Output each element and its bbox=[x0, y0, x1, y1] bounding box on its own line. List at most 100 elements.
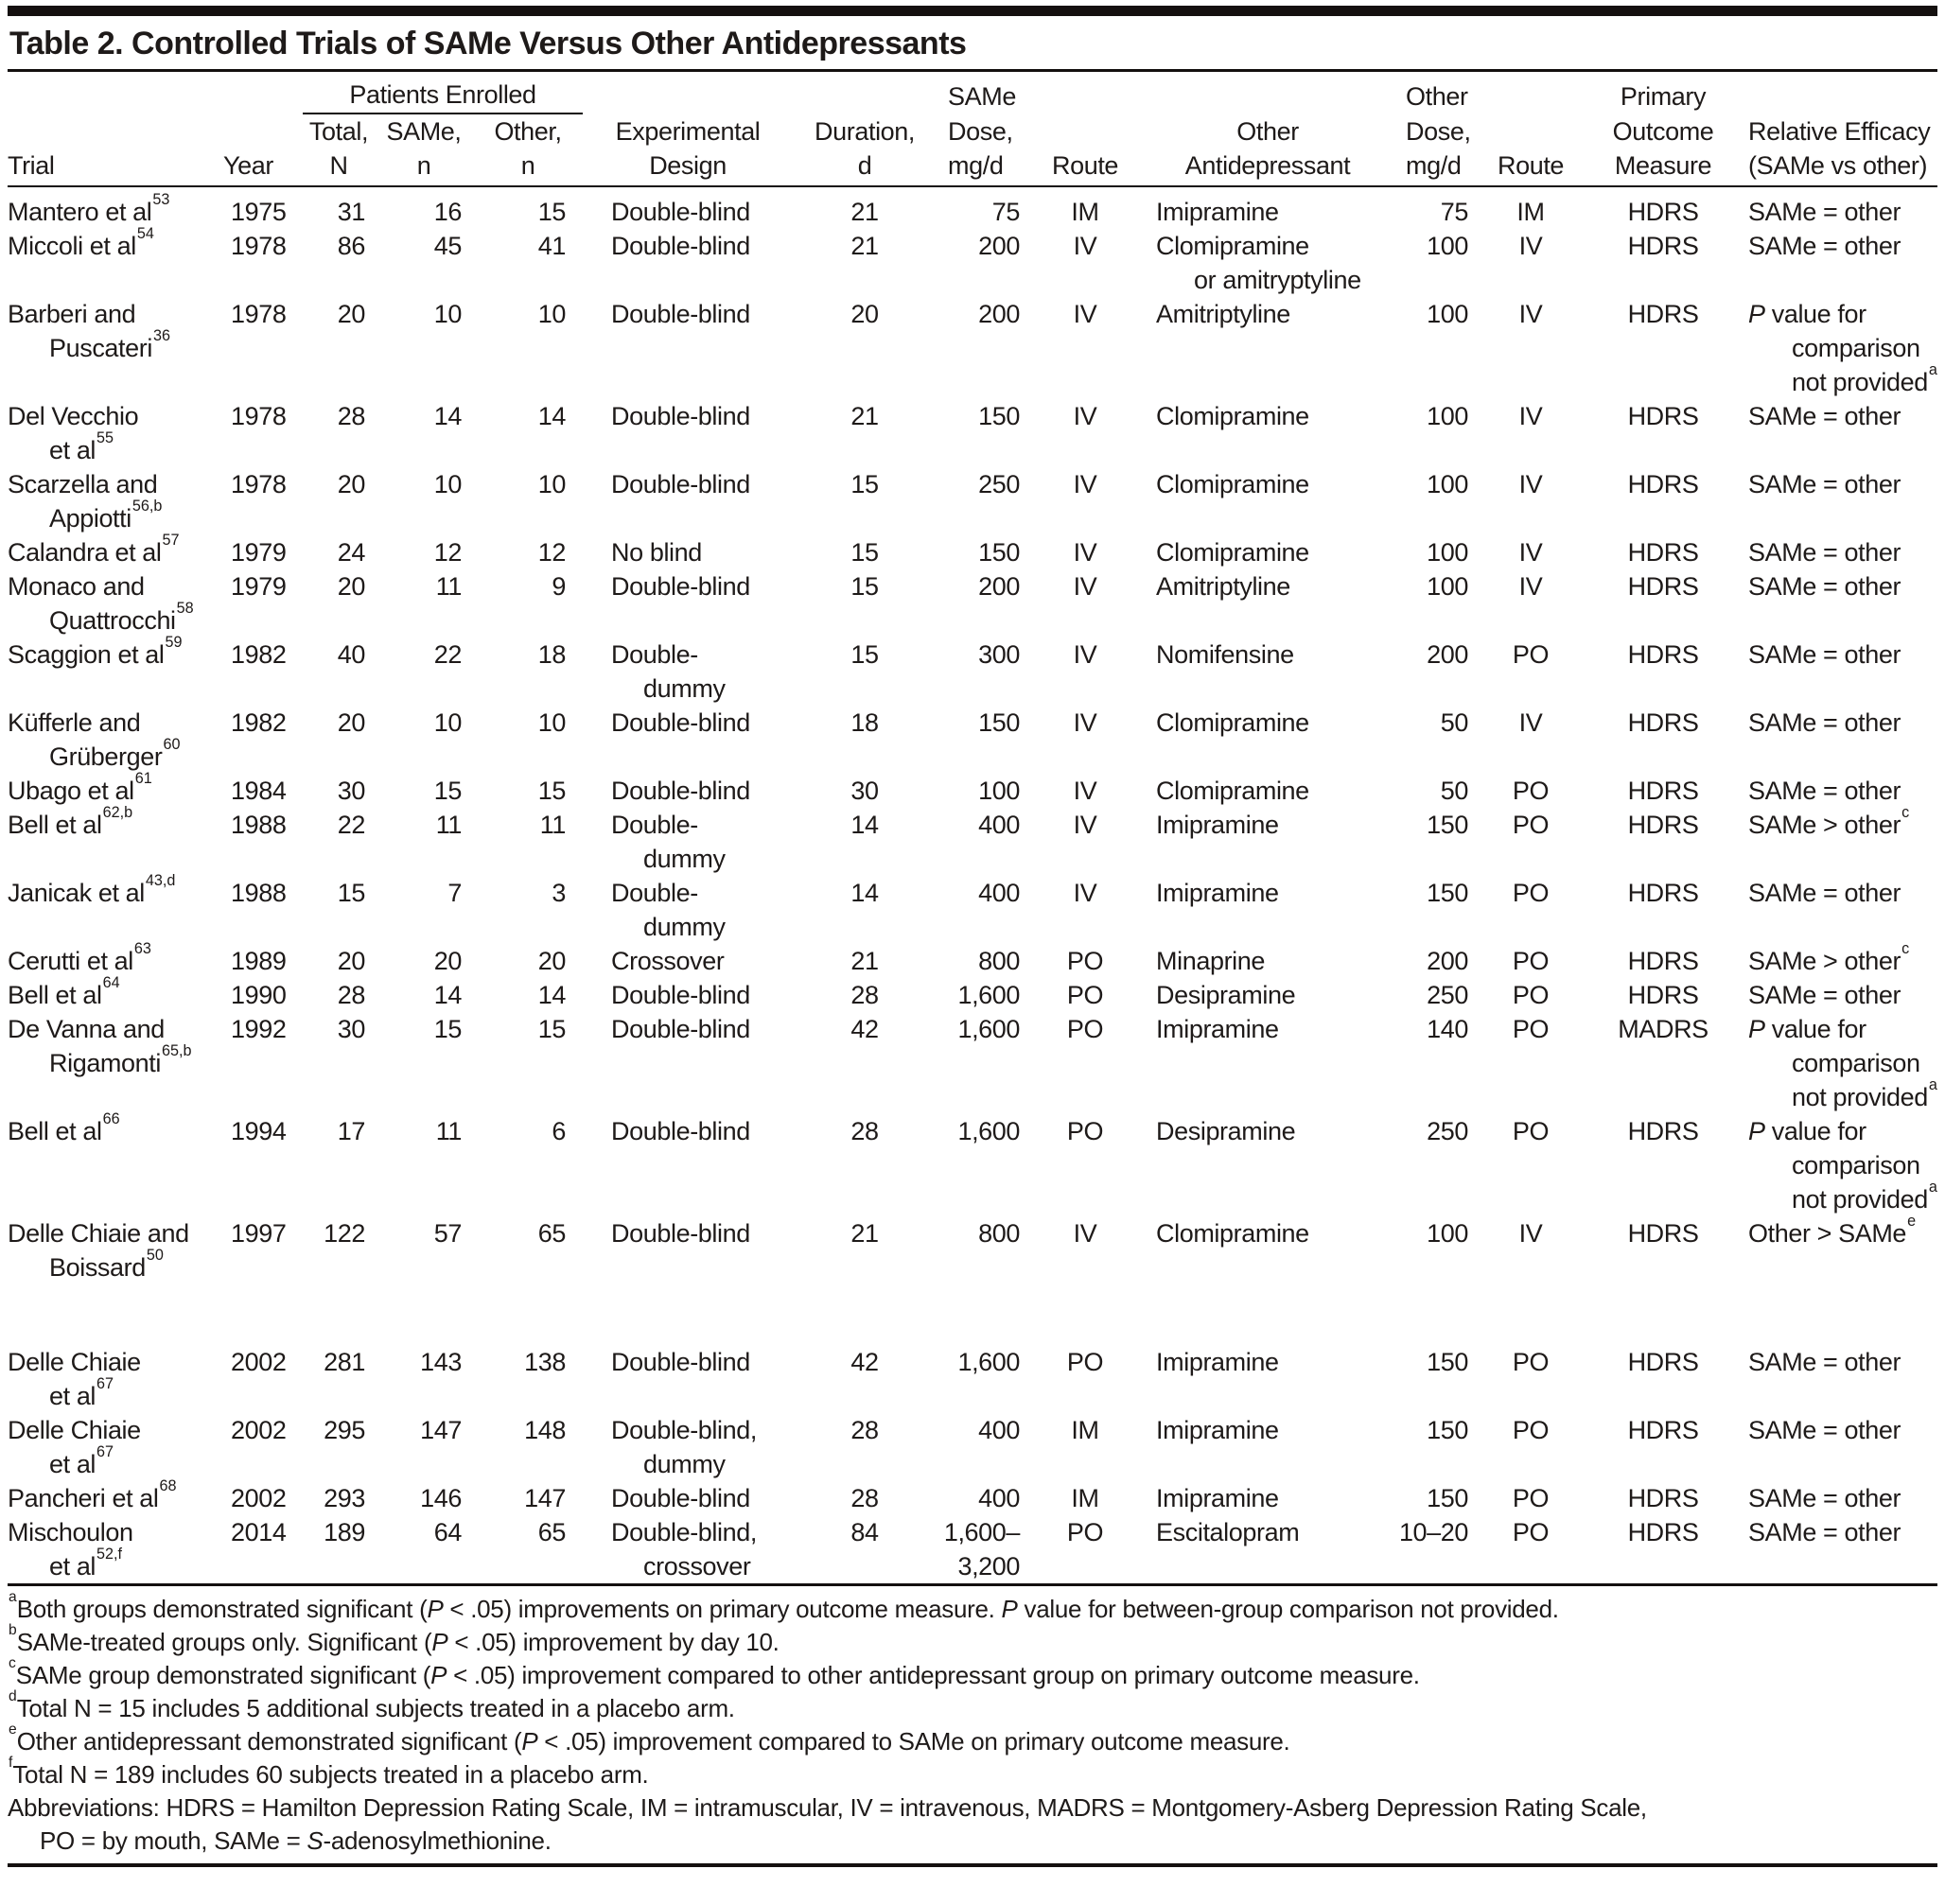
cell-line: Imipramine bbox=[1156, 198, 1279, 226]
cell-line: or amitryptyline bbox=[1194, 266, 1361, 294]
outcome-cell: HDRS bbox=[1627, 470, 1699, 498]
cell-line: SAMe = other bbox=[1748, 777, 1901, 805]
total-n-cell: 293 bbox=[324, 1484, 365, 1512]
trial-cell: Monaco and Quattrocchi58 bbox=[8, 569, 223, 638]
same-dose-cell: 200 bbox=[937, 297, 1029, 399]
cell-line: Double-blind bbox=[611, 1348, 750, 1376]
duration-cell: 28 bbox=[850, 1416, 879, 1444]
cell-line: 1,600 bbox=[957, 1015, 1021, 1043]
other-n-cell: 12 bbox=[537, 538, 567, 567]
cell-line: Scaggion et al59 bbox=[8, 633, 183, 669]
cell-line: Rigamonti65,b bbox=[49, 1041, 192, 1077]
cell-line: Imipramine bbox=[1156, 879, 1279, 907]
efficacy-cell: P value for comparison not provideda bbox=[1743, 297, 1937, 399]
same-dose-cell: 1,600 bbox=[937, 1345, 1029, 1413]
trial-cell: Ubago et al61 bbox=[8, 771, 223, 808]
other-route-cell: IV bbox=[1518, 402, 1543, 430]
cell-line: SAMe = other bbox=[1748, 402, 1901, 430]
same-route-cell: IV bbox=[1073, 879, 1097, 907]
trial-cell: Barberi and Puscateri36 bbox=[8, 297, 223, 399]
same-route-cell: IV bbox=[1073, 300, 1097, 328]
cell-line: 100 bbox=[978, 777, 1021, 805]
design-cell: Double-blind bbox=[583, 186, 793, 229]
other-dose-cell: 100 bbox=[1427, 232, 1469, 260]
cell-line: Clomipramine bbox=[1156, 777, 1309, 805]
year-cell: 1978 bbox=[231, 402, 287, 430]
year-cell: 1982 bbox=[231, 708, 287, 737]
duration-cell: 21 bbox=[850, 1219, 879, 1248]
table-row: Janicak et al43,d 1988 15 7 3 Double-dummy 14 4… bbox=[8, 873, 1937, 944]
same-route-cell: IV bbox=[1073, 708, 1097, 737]
efficacy-cell: SAMe = other bbox=[1743, 1345, 1937, 1413]
efficacy-cell: SAMe = other bbox=[1743, 535, 1937, 569]
same-n-cell: 143 bbox=[420, 1348, 462, 1376]
cell-line: dummy bbox=[643, 1450, 726, 1478]
table-row: Mischoulon et al52,f 2014 189 64 65 Double-bli… bbox=[8, 1515, 1937, 1583]
total-n-cell: 20 bbox=[337, 572, 366, 601]
trial-cell: Cerutti et al63 bbox=[8, 941, 223, 978]
footnote-mark: d bbox=[9, 1688, 17, 1705]
other-route-cell: PO bbox=[1512, 1015, 1550, 1043]
header-spacer bbox=[1478, 72, 1584, 114]
duration-cell: 18 bbox=[850, 708, 879, 737]
table-header: Patients Enrolled SAMe Other Primary Tri… bbox=[8, 72, 1938, 187]
other-n-cell: 65 bbox=[537, 1219, 567, 1248]
total-n-cell: 30 bbox=[337, 777, 366, 805]
other-dose-cell: 200 bbox=[1427, 640, 1469, 669]
same-dose-cell: 400 bbox=[937, 808, 1029, 876]
cell-line: 150 bbox=[978, 402, 1021, 430]
efficacy-cell: SAMe > otherc bbox=[1743, 805, 1937, 876]
outcome-cell: HDRS bbox=[1627, 811, 1699, 839]
other-n-cell: 14 bbox=[537, 981, 567, 1009]
other-drug-cell: Clomipramine bbox=[1141, 467, 1394, 535]
duration-cell: 15 bbox=[850, 470, 879, 498]
cell-line: Imipramine bbox=[1156, 1484, 1279, 1512]
efficacy-cell: Other > SAMee bbox=[1743, 1214, 1937, 1345]
efficacy-cell: SAMe = other bbox=[1743, 1515, 1937, 1583]
cell-line: dummy bbox=[643, 913, 726, 941]
same-dose-cell: 800 bbox=[937, 1216, 1029, 1345]
same-route-cell: PO bbox=[1066, 1117, 1104, 1145]
cell-line: comparison bbox=[1792, 1151, 1920, 1179]
cell-line: SAMe = other bbox=[1748, 198, 1901, 226]
year-cell: 1979 bbox=[231, 538, 287, 567]
other-dose-cell: 150 bbox=[1427, 1348, 1469, 1376]
duration-cell: 15 bbox=[850, 572, 879, 601]
other-route-cell: PO bbox=[1512, 1416, 1550, 1444]
efficacy-cell: SAMe = other bbox=[1743, 1481, 1937, 1515]
cell-line: SAMe = other bbox=[1748, 538, 1901, 567]
cell-line: Minaprine bbox=[1156, 947, 1265, 975]
other-dose-cell: 150 bbox=[1427, 1484, 1469, 1512]
cell-line: SAMe > otherc bbox=[1748, 939, 1910, 975]
other-n-cell: 148 bbox=[524, 1416, 567, 1444]
col-header-duration: Duration, d bbox=[793, 114, 937, 187]
table-row: Mantero et al53 1975 31 16 15 Double-blind 21 7… bbox=[8, 186, 1937, 229]
same-dose-cell: 400 bbox=[937, 1481, 1029, 1515]
same-n-cell: 10 bbox=[433, 300, 463, 328]
col-header-outcome: Outcome Measure bbox=[1584, 114, 1743, 187]
cell-line: P value for bbox=[1748, 1117, 1866, 1145]
cell-line: 200 bbox=[978, 572, 1021, 601]
same-n-cell: 45 bbox=[433, 232, 463, 260]
table-title: Table 2. Controlled Trials of SAMe Versu… bbox=[9, 26, 967, 61]
cell-line: Calandra et al57 bbox=[8, 531, 180, 567]
footnote-mark: f bbox=[9, 1755, 13, 1772]
design-cell: Double-blind bbox=[583, 1216, 793, 1345]
trial-cell: Miccoli et al54 bbox=[8, 226, 223, 297]
design-cell: Double-blind, crossover bbox=[583, 1515, 793, 1583]
table-row: Barberi and Puscateri36 1978 20 10 10 Double-b… bbox=[8, 297, 1937, 399]
cell-line: Puscateri36 bbox=[49, 326, 170, 362]
cell-line: Double-blind bbox=[611, 1015, 750, 1043]
trial-cell: Calandra et al57 bbox=[8, 531, 223, 569]
footnotes-block: aBoth groups demonstrated significant (P… bbox=[8, 1586, 1937, 1863]
cell-line: Quattrocchi58 bbox=[49, 599, 194, 635]
same-dose-cell: 100 bbox=[937, 774, 1029, 808]
cell-line: Bell et al62,b bbox=[8, 803, 133, 839]
cell-line: crossover bbox=[643, 1552, 751, 1581]
footnote-b: bSAMe-treated groups only. Significant (… bbox=[9, 1622, 780, 1656]
cell-line: dummy bbox=[643, 845, 726, 873]
same-dose-cell: 1,600 bbox=[937, 1012, 1029, 1114]
outcome-cell: HDRS bbox=[1627, 981, 1699, 1009]
footnote-f: fTotal N = 189 includes 60 subjects trea… bbox=[9, 1755, 649, 1789]
